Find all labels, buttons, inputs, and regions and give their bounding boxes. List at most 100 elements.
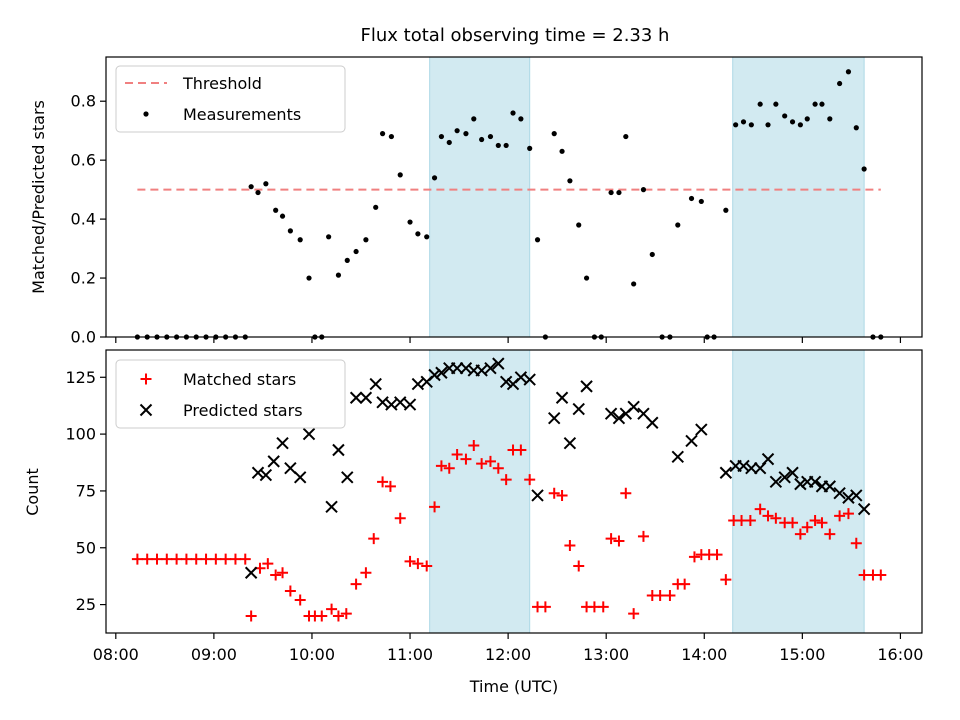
matched-star-point [476, 458, 488, 470]
measurement-point [388, 133, 395, 140]
measurement-point [279, 213, 286, 219]
matched-star-point [270, 569, 282, 581]
predicted-star-point [719, 466, 733, 479]
measurement-point [853, 125, 859, 131]
bottom-y-axis-label: Count [23, 468, 42, 516]
measurement-point [827, 116, 833, 122]
measurement-point [698, 198, 704, 205]
measurement-point [431, 175, 438, 181]
matched-star-point [421, 560, 433, 572]
matched-star-point [171, 553, 183, 565]
matched-star-point [435, 460, 447, 472]
threshold-legend-label: Threshold [182, 74, 262, 93]
measurement-point [503, 142, 509, 149]
matched-star-point [620, 487, 632, 499]
measurement-point [273, 207, 279, 213]
predicted-star-point [737, 459, 750, 473]
matched-star-point [239, 553, 251, 565]
matched-star-point [816, 517, 828, 529]
top-y-tick-label: 0.4 [71, 210, 96, 229]
matched-star-point [277, 567, 289, 579]
top-panel: Flux total observing time = 2.33 h 0.00.… [29, 25, 923, 347]
measurement-point [326, 234, 332, 240]
measurement-point [353, 248, 359, 255]
matched-legend-label: Matched stars [183, 370, 296, 389]
predicted-star-point [332, 443, 345, 457]
measurement-point [812, 101, 818, 107]
bottom-shaded-region [732, 349, 865, 634]
matched-star-point [394, 512, 406, 524]
predicted-star-point [450, 361, 464, 375]
predicted-star-point [808, 475, 822, 489]
matched-star-point [161, 553, 173, 565]
predicted-star-point [325, 500, 338, 514]
matched-star-point [679, 578, 691, 590]
predicted-star-point [857, 502, 871, 516]
matched-star-point [834, 510, 846, 522]
measurement-point [688, 195, 695, 202]
predicted-star-point [499, 375, 513, 389]
matched-star-point [850, 537, 862, 549]
matched-star-point [628, 608, 640, 620]
matched-star-point [688, 551, 700, 563]
matched-star-point [284, 585, 296, 597]
predicted-star-point [376, 396, 389, 409]
bottom-x-tick-label: 14:00 [681, 645, 727, 664]
predicted-star-point [761, 452, 775, 466]
matched-star-point [451, 449, 463, 461]
measurement-point [463, 131, 469, 137]
predicted-star-point [833, 486, 846, 500]
predicted-star-point [276, 436, 289, 450]
bottom-x-axis-ticks: 08:00 09:00 10:00 11:00 12:00 13:00 14:00 15:00… [93, 633, 923, 664]
measurement-point [623, 133, 629, 140]
bottom-x-tick-label: 12:00 [485, 645, 531, 664]
measurement-point [534, 237, 541, 243]
bottom-x-tick-label: 08:00 [93, 645, 139, 664]
measurement-point [608, 189, 614, 196]
bottom-legend: Matched stars Predicted stars [115, 359, 346, 429]
predicted-star-point [403, 398, 417, 411]
predicted-star-point [778, 471, 791, 484]
predicted-star-point [302, 427, 316, 441]
predicted-star-point [484, 361, 497, 375]
matched-star-point [460, 453, 472, 465]
measurement-point [837, 80, 843, 87]
matched-star-point [141, 553, 153, 565]
measurement-point [446, 139, 452, 146]
top-y-axis-ticks: 0.0 0.2 0.4 0.6 0.8 [71, 92, 106, 347]
matched-star-point [377, 476, 389, 488]
measurement-point [495, 142, 501, 149]
measurement-point [335, 272, 342, 278]
matched-star-point [332, 610, 344, 622]
measurement-point [510, 110, 516, 116]
predicted-star-point [580, 380, 593, 393]
matched-star-point [492, 462, 504, 474]
measurement-point [297, 237, 303, 243]
matched-star-point [744, 514, 756, 526]
measurement-point [765, 122, 771, 128]
measurement-point [845, 69, 852, 75]
matched-star-point [597, 601, 609, 613]
matched-star-point [654, 589, 666, 601]
predicted-star-point [523, 373, 536, 386]
measurement-point [631, 281, 637, 287]
measurement-point [559, 148, 565, 154]
matched-star-point [564, 539, 576, 551]
bottom-x-axis-label: Time (UTC) [469, 677, 558, 696]
top-y-tick-label: 0.8 [71, 92, 96, 111]
measurement-point [424, 234, 430, 240]
predicted-star-point [572, 402, 585, 416]
top-y-tick-label: 0.6 [71, 151, 96, 170]
matched-star-point [613, 535, 625, 547]
matched-star-point [412, 558, 424, 570]
bottom-y-tick-label: 125 [65, 368, 96, 387]
predicted-star-point [514, 371, 528, 384]
measurement-point [797, 122, 803, 128]
measurement-point [819, 101, 825, 107]
predicted-star-point [646, 416, 659, 429]
matched-star-point [875, 569, 887, 581]
bottom-x-tick-label: 09:00 [191, 645, 237, 664]
bottom-panel: 25 50 75 100 125 08:00 09:00 10:00 11:00 12:00 13… [23, 349, 923, 696]
measurement-point [733, 122, 739, 128]
measurement-point [248, 184, 254, 190]
